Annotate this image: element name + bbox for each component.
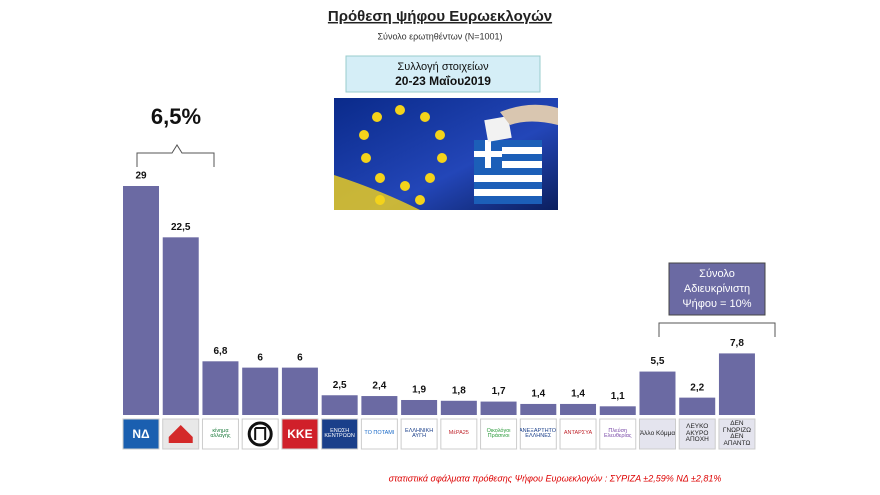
category-label: ΤΟ ΠΟΤΑΜΙ — [364, 430, 395, 437]
category-label-box: ΝΔ — [132, 427, 150, 441]
value-label: 6 — [297, 352, 303, 363]
bar — [560, 403, 597, 415]
category-label-box: ΤΟ ΠΟΤΑΜΙ — [364, 430, 395, 437]
value-label: 2,4 — [372, 381, 386, 392]
footnote: στατιστικά σφάλματα πρόθεσης Ψήφου Ευρωε… — [389, 473, 722, 483]
chart-subtitle: Σύνολο ερωτηθέντων (N=1001) — [377, 31, 502, 41]
logo-icon — [247, 421, 273, 447]
info-line: 20-23 Μαΐου2019 — [395, 74, 491, 88]
category-label-box: ΛΕΥΚΟ ΑΚΥΡΟ ΑΠΟΧΗ — [685, 423, 709, 444]
category-logo — [162, 418, 200, 450]
value-label: 2,2 — [690, 382, 704, 393]
category-logo — [718, 418, 756, 450]
category-label-box: ΕΝΩΣΗ ΚΕΝΤΡΩΩΝ — [324, 427, 355, 439]
logo-icon — [254, 427, 267, 440]
category-logo — [559, 418, 597, 450]
category-label: ΚΚΕ — [287, 427, 313, 441]
category-logo — [599, 418, 637, 450]
bar — [639, 371, 676, 415]
bar — [718, 353, 755, 415]
chart-title: Πρόθεση ψήφου Ευρωεκλογών — [328, 8, 552, 25]
category-logo — [638, 418, 676, 450]
category-logo — [281, 418, 319, 450]
category-label: ΝΔ — [132, 427, 150, 441]
value-label: 29 — [135, 171, 147, 182]
category-label-box: Άλλο Κόμμα — [639, 429, 676, 437]
logo-icon — [168, 425, 193, 443]
brace-annotation: 6,5% — [151, 104, 201, 129]
category-label: Πλεύση Ελευθερίας — [603, 427, 632, 439]
photo — [334, 98, 558, 210]
category-logo — [480, 418, 518, 450]
value-label: 22,5 — [171, 222, 191, 233]
info-line: Συλλογή στοιχείων — [397, 61, 489, 73]
category-label-box: ΑΝΕΞΑΡΤΗΤΟΙ ΕΛΛΗΝΕΣ — [520, 427, 557, 439]
category-label: Άλλο Κόμμα — [639, 429, 676, 437]
bar — [480, 401, 517, 415]
undecided-line: Αδιευκρίνιστη — [684, 283, 750, 295]
category-label-box: ΕΛΛΗΝΙΚΗ ΑΥΓΗ — [405, 427, 434, 439]
bracket — [658, 322, 776, 337]
bar — [679, 397, 716, 415]
category-label-box: ΑΝΤΑΡΣΥΑ — [563, 430, 593, 437]
category-logo — [400, 418, 438, 450]
info-box — [345, 55, 541, 93]
value-label: 1,4 — [571, 389, 585, 400]
value-label: 1,7 — [492, 386, 506, 397]
undecided-line: Σύνολο — [699, 268, 735, 280]
category-label-box: Οικολόγοι Πράσινοι — [486, 427, 511, 439]
category-label: ΑΝΤΑΡΣΥΑ — [563, 430, 593, 437]
value-label: 1,1 — [611, 391, 625, 402]
category-logo — [440, 418, 478, 450]
value-label: 6,8 — [214, 346, 228, 357]
category-label: ΛΕΥΚΟ ΑΚΥΡΟ ΑΠΟΧΗ — [685, 423, 709, 444]
value-label: 1,8 — [452, 385, 466, 396]
category-label: ΕΛΛΗΝΙΚΗ ΑΥΓΗ — [405, 427, 434, 439]
category-logo — [321, 418, 359, 450]
value-label: 1,9 — [412, 385, 426, 396]
category-label: ΕΝΩΣΗ ΚΕΝΤΡΩΩΝ — [324, 427, 355, 439]
category-label-box: κίνημα αλλαγής — [210, 427, 231, 439]
category-label-box: ΚΚΕ — [287, 427, 313, 441]
category-label: ΑΝΕΞΑΡΤΗΤΟΙ ΕΛΛΗΝΕΣ — [520, 427, 557, 439]
category-label-box: ΔΕΝ ΓΝΩΡΙΖΩ ΔΕΝ ΑΠΑΝΤΩ — [722, 420, 751, 447]
bar — [123, 186, 159, 415]
category-logo — [122, 418, 160, 450]
bar — [361, 396, 398, 415]
bar — [162, 237, 199, 415]
undecided-box — [668, 262, 766, 316]
category-logo — [201, 418, 239, 450]
category-label: κίνημα αλλαγής — [210, 427, 231, 439]
bar — [401, 399, 438, 415]
bar — [281, 367, 318, 415]
bar — [520, 403, 557, 415]
category-logo — [360, 418, 398, 450]
category-label: ΔΕΝ ΓΝΩΡΙΖΩ ΔΕΝ ΑΠΑΝΤΩ — [722, 420, 751, 447]
category-label-box: Πλεύση Ελευθερίας — [603, 427, 632, 439]
category-label-box: ΜέΡΑ25 — [448, 430, 469, 437]
bar — [202, 361, 239, 415]
value-label: 5,5 — [651, 356, 665, 367]
value-label: 1,4 — [531, 389, 545, 400]
bar — [321, 395, 358, 415]
category-logo — [678, 418, 716, 450]
undecided-line: Ψήφου = 10% — [682, 298, 751, 310]
bar — [242, 367, 279, 415]
brace — [136, 144, 215, 167]
category-label: ΜέΡΑ25 — [448, 430, 469, 437]
value-label: 2,5 — [333, 380, 347, 391]
bar — [440, 400, 477, 415]
bar — [599, 406, 636, 415]
category-label: Οικολόγοι Πράσινοι — [486, 427, 511, 439]
value-label: 6 — [257, 352, 263, 363]
value-label: 7,8 — [730, 338, 744, 349]
category-logo — [519, 418, 557, 450]
